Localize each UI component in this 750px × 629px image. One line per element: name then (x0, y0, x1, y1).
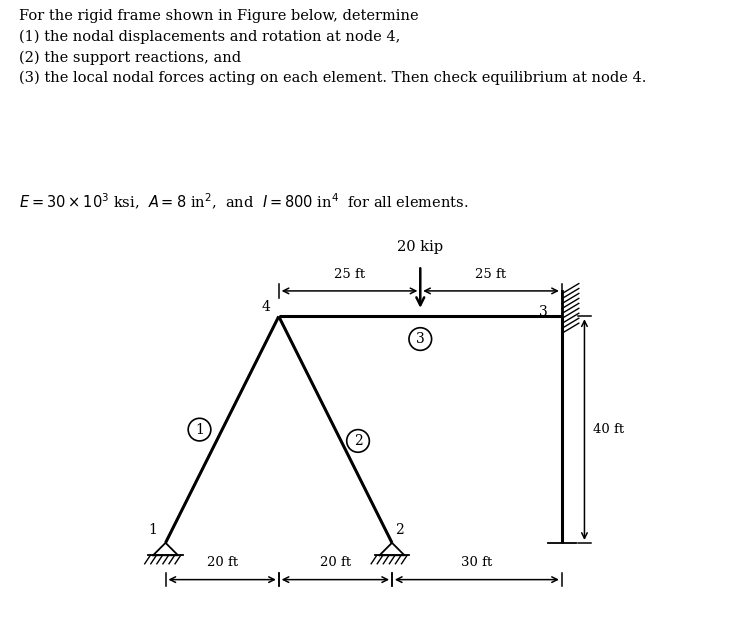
Circle shape (188, 418, 211, 441)
Circle shape (409, 328, 431, 350)
Text: 30 ft: 30 ft (461, 557, 493, 569)
Text: 20 ft: 20 ft (320, 557, 351, 569)
Text: 20 ft: 20 ft (206, 557, 238, 569)
Text: 40 ft: 40 ft (593, 423, 624, 436)
Text: 1: 1 (148, 523, 157, 537)
Text: 25 ft: 25 ft (334, 268, 365, 281)
Text: 20 kip: 20 kip (398, 240, 443, 254)
Text: $E = 30 \times 10^3$ ksi,  $A = 8$ in$^2$,  and  $I = 800$ in$^4$  for all eleme: $E = 30 \times 10^3$ ksi, $A = 8$ in$^2$… (19, 192, 468, 212)
Text: 2: 2 (394, 523, 404, 537)
Text: 4: 4 (262, 299, 270, 313)
Text: 3: 3 (539, 305, 548, 319)
Text: For the rigid frame shown in Figure below, determine
(1) the nodal displacements: For the rigid frame shown in Figure belo… (19, 9, 646, 86)
Text: 25 ft: 25 ft (476, 268, 506, 281)
Text: 3: 3 (416, 332, 424, 346)
Text: 1: 1 (195, 423, 204, 437)
Text: 2: 2 (354, 434, 362, 448)
Circle shape (346, 430, 369, 452)
